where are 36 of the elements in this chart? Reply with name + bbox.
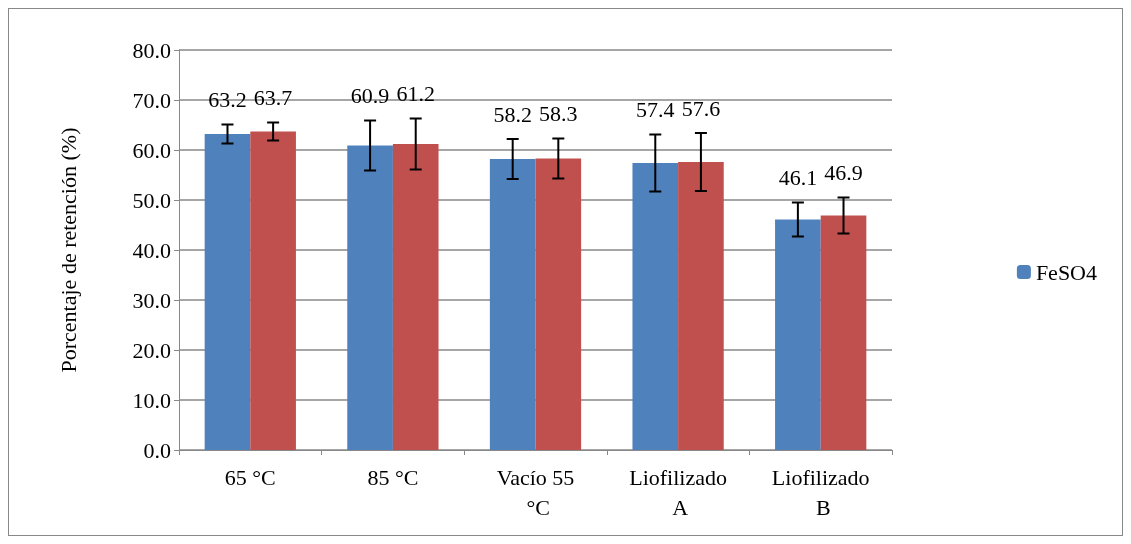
data-label: 57.6	[681, 95, 721, 121]
data-label: 63.7	[253, 85, 293, 110]
y-tick-label: 20.0	[132, 337, 171, 363]
x-tick-label: 85 °C	[367, 464, 419, 490]
data-label: 61.2	[396, 81, 435, 106]
bar	[250, 131, 296, 450]
data-label: 58.2	[493, 101, 532, 127]
data-label: 57.4	[636, 97, 675, 122]
data-label: 60.9	[350, 83, 390, 108]
bar	[678, 162, 724, 450]
x-tick-label: 65 °C	[224, 464, 276, 490]
y-tick-label: 30.0	[132, 287, 171, 313]
y-tick-label: 60.0	[132, 137, 171, 163]
bar	[392, 144, 439, 450]
y-tick-label: 40.0	[132, 237, 171, 263]
x-tick-label: Liofilizado A	[629, 464, 727, 520]
data-label: 58.3	[539, 101, 578, 126]
x-tick-label: Vacío 55 °C	[496, 464, 575, 520]
bar	[489, 159, 536, 450]
legend-label: FeSO4	[1035, 259, 1097, 285]
y-tick-label: 70.0	[132, 87, 171, 113]
y-tick-label: 0.0	[143, 437, 171, 463]
bar	[347, 145, 393, 450]
y-tick-label: 80.0	[132, 37, 171, 63]
y-axis-title: Porcentaje de retención (%)	[55, 127, 81, 373]
x-tick-label: Liofilizado B	[771, 464, 870, 520]
y-tick-label: 50.0	[132, 187, 171, 213]
data-label: 46.9	[824, 160, 863, 185]
bar	[632, 163, 679, 450]
data-label: 63.2	[208, 87, 247, 112]
bar	[775, 219, 821, 450]
y-tick-label: 10.0	[132, 387, 171, 413]
bar	[204, 134, 251, 450]
data-label: 46.1	[778, 165, 818, 190]
bar	[820, 215, 867, 450]
bar	[535, 158, 582, 450]
